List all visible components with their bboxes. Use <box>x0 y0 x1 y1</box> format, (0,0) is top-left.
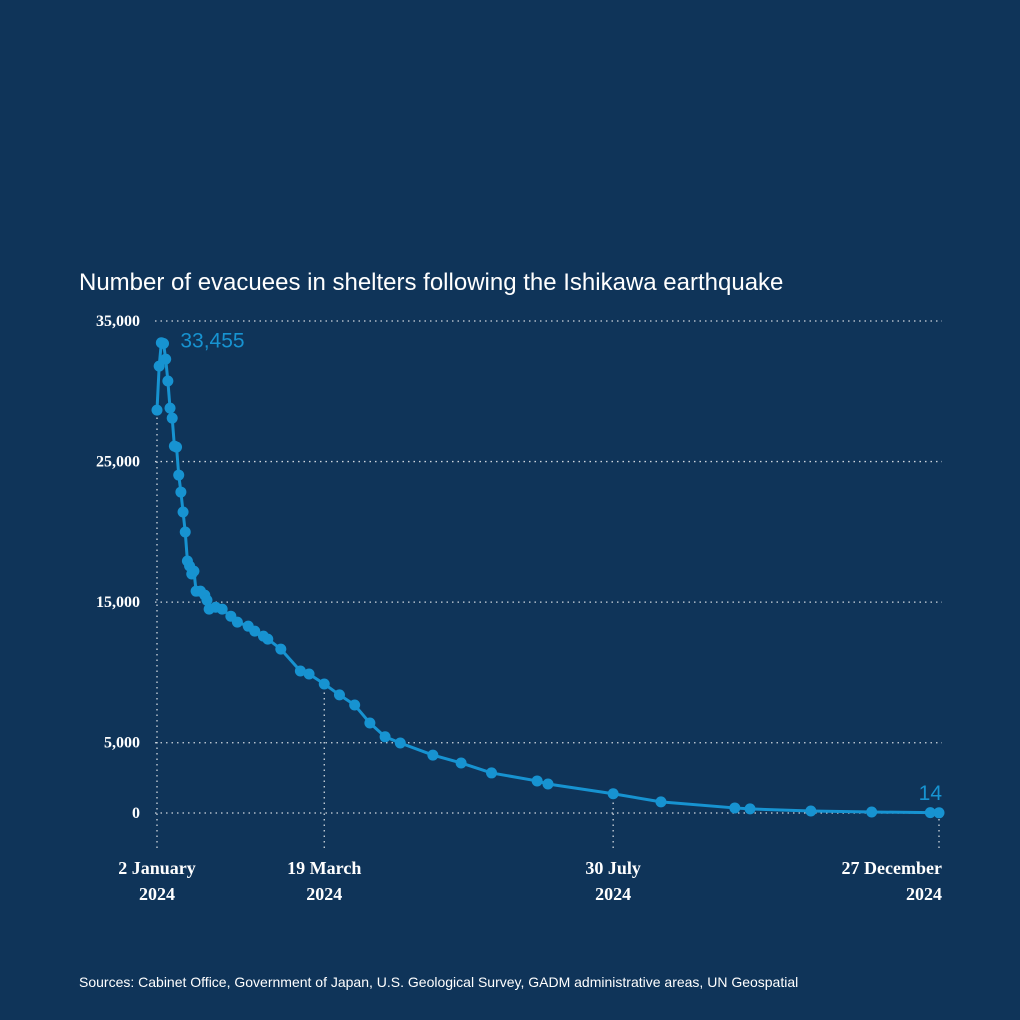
data-point <box>175 486 187 498</box>
x-tick-label: 27 December <box>842 858 942 878</box>
x-tick-label: 30 July <box>585 858 641 878</box>
data-point <box>162 375 174 387</box>
data-point <box>166 412 178 424</box>
data-point <box>364 717 376 729</box>
data-point <box>542 778 554 790</box>
data-point <box>866 806 878 818</box>
data-point <box>173 469 185 481</box>
data-point <box>171 441 183 453</box>
data-point <box>394 737 406 749</box>
data-point <box>333 689 345 701</box>
y-tick-label: 0 <box>132 805 140 822</box>
data-point <box>607 788 619 800</box>
source-note: Sources: Cabinet Office, Government of J… <box>79 974 798 990</box>
data-point <box>216 603 228 615</box>
data-point <box>153 360 165 372</box>
data-point <box>933 807 945 819</box>
data-point <box>531 775 543 787</box>
data-point <box>455 757 467 769</box>
y-tick-label: 5,000 <box>104 735 140 752</box>
value-label: 33,455 <box>180 330 244 353</box>
chart-title: Number of evacuees in shelters following… <box>79 269 783 296</box>
data-point <box>303 668 315 680</box>
x-tick-label: 2024 <box>139 884 175 904</box>
x-tick-label: 2024 <box>906 884 942 904</box>
data-point <box>349 699 361 711</box>
x-tick-label: 2 January <box>118 858 196 878</box>
data-point <box>158 337 170 349</box>
y-tick-label: 25,000 <box>96 454 140 471</box>
data-point <box>164 402 176 414</box>
data-point <box>744 803 756 815</box>
data-point <box>188 565 200 577</box>
data-point <box>318 678 330 690</box>
y-tick-label: 15,000 <box>96 594 140 611</box>
data-point <box>655 796 667 808</box>
data-point <box>729 802 741 814</box>
value-label: 14 <box>919 782 943 805</box>
data-point <box>427 749 439 761</box>
data-point <box>160 353 172 365</box>
x-tick-label: 2024 <box>306 884 342 904</box>
data-point <box>805 805 817 817</box>
data-point <box>231 616 243 628</box>
data-point <box>379 731 391 743</box>
x-tick-label: 19 March <box>287 858 361 878</box>
data-point <box>486 767 498 779</box>
y-tick-label: 35,000 <box>96 313 140 330</box>
data-point <box>151 404 163 416</box>
data-point <box>262 633 274 645</box>
data-point <box>179 526 191 538</box>
data-point <box>275 643 287 655</box>
data-point <box>201 594 213 606</box>
data-point <box>294 665 306 677</box>
data-point <box>177 506 189 518</box>
x-tick-label: 2024 <box>595 884 631 904</box>
data-point <box>924 807 936 819</box>
data-point <box>249 625 261 637</box>
